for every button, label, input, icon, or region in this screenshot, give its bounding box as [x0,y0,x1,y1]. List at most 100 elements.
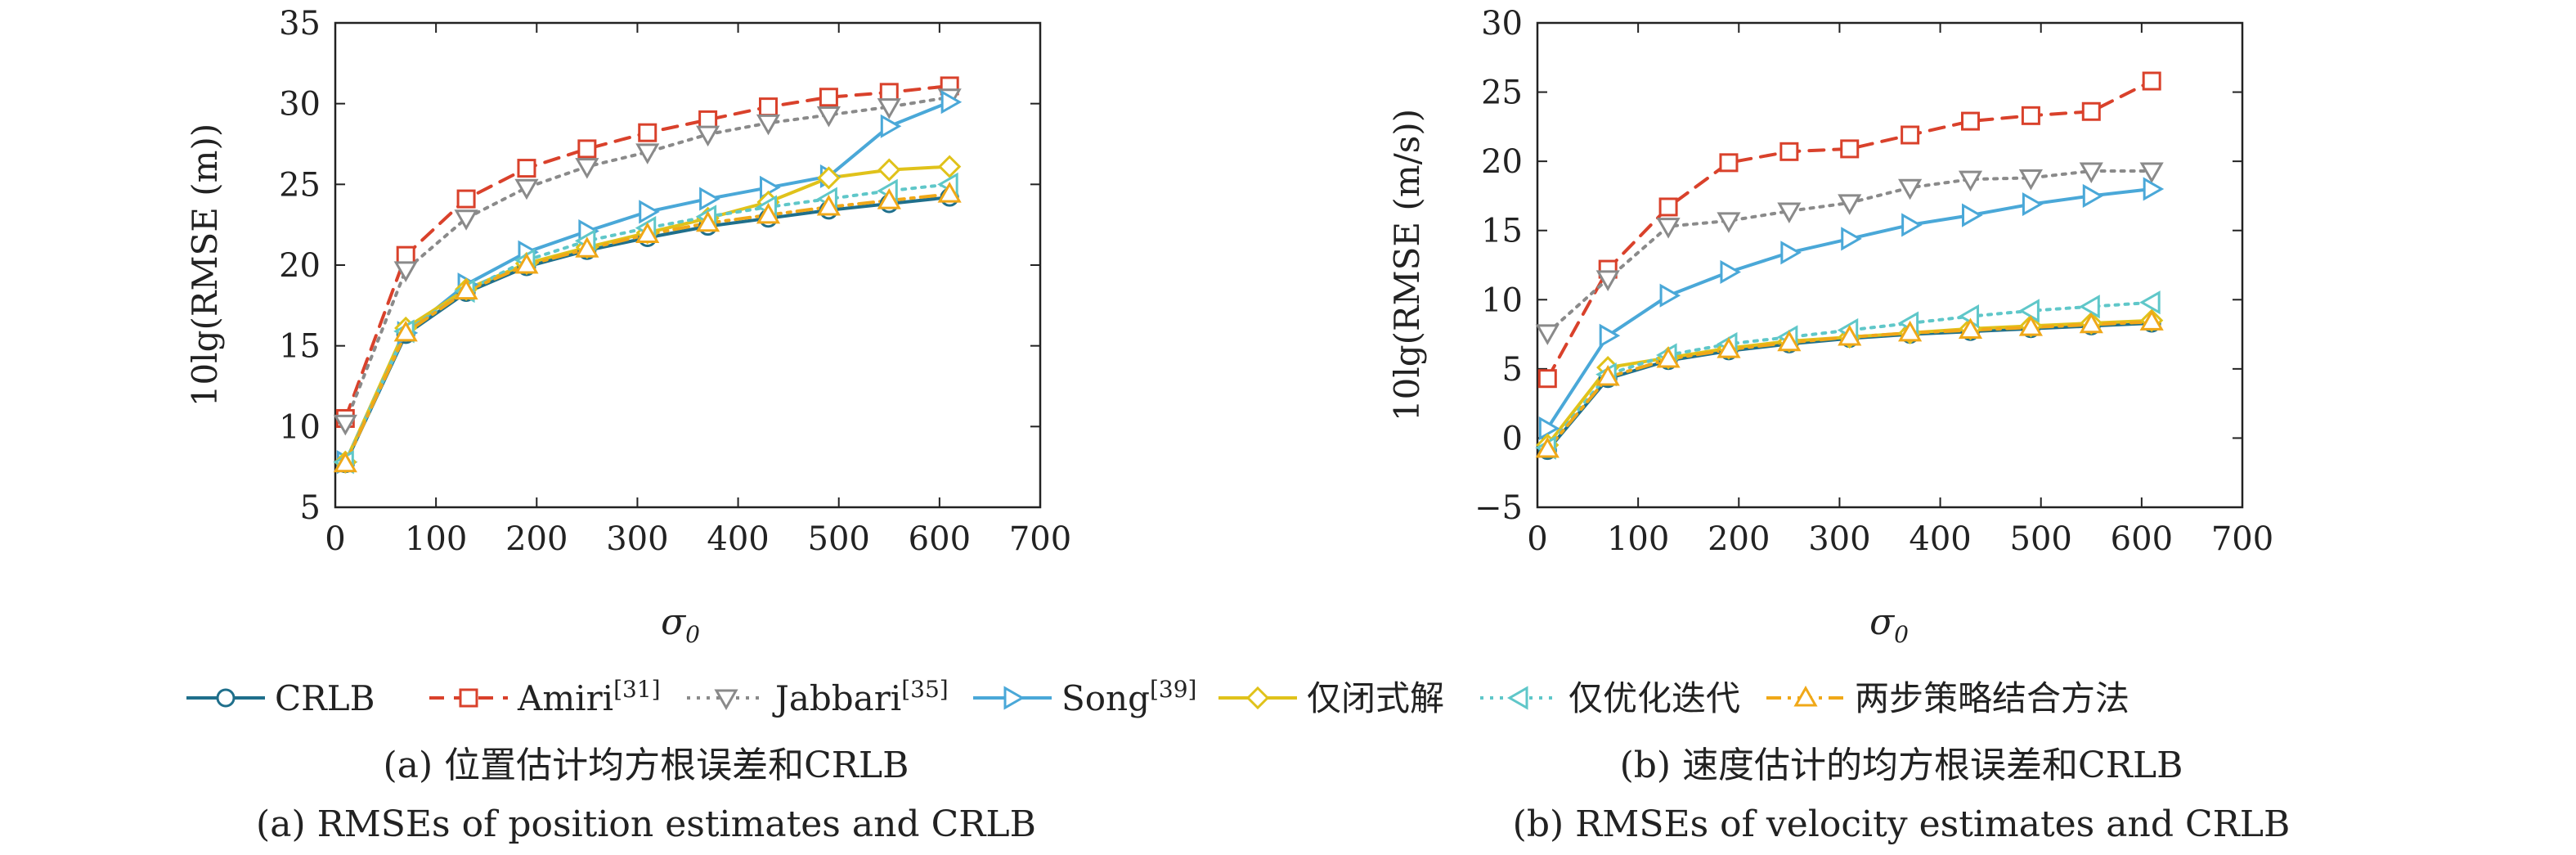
data-point-Jabbari [1838,194,1862,215]
x-tick-label: 700 [1009,520,1071,558]
legend-item-Song: Song[39] [973,676,1196,718]
data-point-Song [1720,259,1741,285]
data-point-Jabbari [1656,218,1681,239]
data-point-two [635,222,660,244]
data-point-Amiri [819,88,838,107]
data-point-Song [880,114,902,138]
legend-marker [1245,686,1270,710]
data-point-two [514,252,539,274]
x-tick-label: 500 [2010,520,2072,558]
legend-marker [459,688,478,708]
data-point-Song [699,187,720,211]
data-point-Jabbari [393,261,418,282]
data-point-two [756,202,781,224]
legend-item-Amiri: Amiri[31] [429,676,661,718]
y-tick-label: 10 [1481,281,1523,319]
caption-a-cn: (a) 位置估计均方根误差和CRLB [384,745,909,786]
data-point-Song [2082,183,2104,209]
series-line-iter [1546,300,2154,450]
data-point-Jabbari [575,158,599,179]
x-tick-label: 600 [2111,520,2173,558]
data-point-two [877,188,901,209]
data-point-Amiri [879,83,899,102]
data-point-Song [2022,191,2044,217]
y-axis-label: 10lg(RMSE (m/s)) [1387,109,1427,421]
data-point-Amiri [759,97,779,117]
data-point-two [1898,320,1923,342]
x-tick-label: 500 [808,520,870,558]
data-point-Amiri [1961,111,1981,131]
y-tick-label: 0 [1502,420,1523,457]
legend-label: CRLB [275,678,375,718]
y-tick-label: 20 [279,247,321,285]
x-tick-label: 300 [606,520,668,558]
data-point-two [575,236,599,258]
data-point-iter [2018,299,2040,323]
y-tick-label: 25 [1481,74,1523,112]
data-point-Jabbari [877,98,901,119]
chart-panel-position: 0 100 200 300 400 500 600 700 5 10 15 20 25 30 35 10lg… [185,5,1071,648]
data-point-Jabbari [1595,270,1620,291]
data-point-closed [938,155,962,178]
y-tick-label: 25 [279,166,321,204]
legend-item-Jabbari: Jabbari[35] [687,676,949,718]
data-point-Amiri [2021,106,2040,125]
x-tick-label: 300 [1808,520,1870,558]
data-point-two [2018,315,2043,336]
x-tick-label: 700 [2211,520,2273,558]
data-point-two [696,210,720,232]
data-point-Amiri [638,123,657,142]
data-point-Song [1901,213,1923,237]
x-tick-label: 100 [405,520,467,558]
x-tick-label: 200 [1708,520,1770,558]
x-tick-label: 600 [909,520,971,558]
data-point-Jabbari [514,178,539,200]
x-tick-label: 200 [505,520,568,558]
data-point-Amiri [1840,139,1860,159]
caption-b-cn: (b) 速度估计的均方根误差和CRLB [1620,745,2183,786]
data-point-Song [1538,416,1560,441]
data-point-Amiri [1779,142,1799,161]
data-point-Jabbari [2018,169,2043,191]
legend-item-iter: 仅优化迭代 [1480,678,1740,718]
data-point-Song [639,200,660,224]
y-tick-label: 5 [1502,351,1523,389]
data-point-closed [877,158,901,182]
data-point-two [1595,364,1620,386]
data-point-closed [817,166,841,190]
x-tick-label: 0 [325,520,345,558]
data-point-two [393,320,418,342]
data-point-two [2139,309,2164,331]
x-tick-label: 100 [1607,520,1669,558]
y-tick-label: 30 [279,86,321,124]
x-tick-label: 400 [707,520,769,558]
data-point-Song [940,90,963,115]
data-point-two [1838,324,1862,346]
data-point-Jabbari [635,143,660,164]
data-point-Jabbari [756,114,781,136]
legend-label: Jabbari[35] [772,676,949,718]
data-point-Amiri [698,110,718,129]
data-point-Jabbari [1777,202,1802,224]
data-point-Jabbari [1535,324,1560,345]
legend-item-CRLB: CRLB [186,678,375,718]
legend-marker [1793,685,1818,707]
legend-item-two: 两步策略结合方法 [1766,678,2129,718]
legend-label: 仅优化迭代 [1568,678,1740,718]
data-point-Amiri [2142,71,2161,91]
y-axis-label: 10lg(RMSE (m)) [185,124,225,407]
data-point-Jabbari [2079,162,2103,184]
y-tick-label: 10 [279,408,321,446]
data-point-Amiri [1658,197,1678,217]
data-point-Jabbari [1898,178,1923,200]
data-point-Jabbari [1717,212,1741,233]
legend-item-closed: 仅闭式解 [1218,678,1444,718]
x-axis-label: σ0 [1869,601,1909,648]
y-tick-label: 30 [1481,5,1523,43]
legend-label: 仅闭式解 [1307,678,1444,718]
data-point-two [454,278,478,300]
y-tick-label: 15 [1481,213,1523,250]
data-point-two [816,194,841,216]
data-point-Jabbari [454,209,478,231]
